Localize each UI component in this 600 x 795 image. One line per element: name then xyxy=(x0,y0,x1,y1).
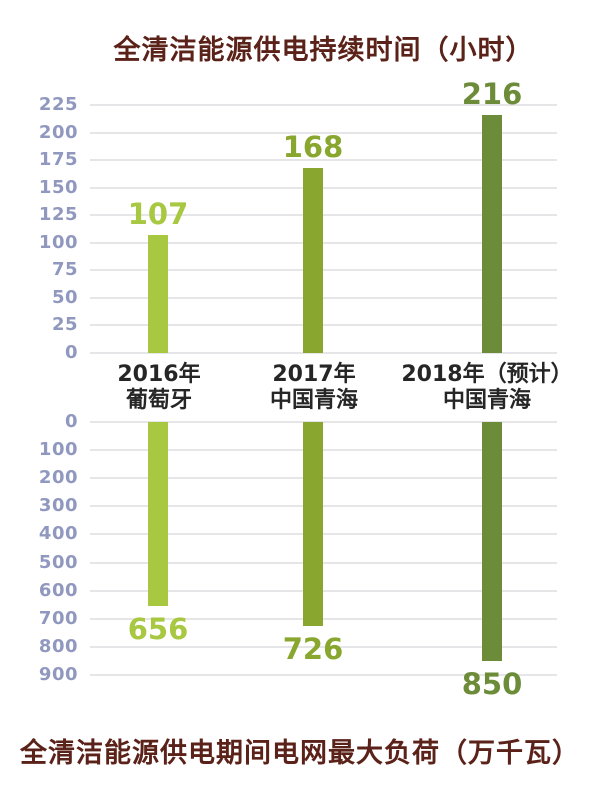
bar xyxy=(303,422,323,627)
gridline xyxy=(90,159,557,162)
bar-value-label: 726 xyxy=(282,632,344,667)
gridline xyxy=(90,352,557,354)
gridline xyxy=(90,104,557,106)
y-axis-tick-label: 50 xyxy=(51,286,78,308)
gridline xyxy=(90,477,557,480)
gridline xyxy=(90,186,557,189)
gridline xyxy=(90,674,557,676)
y-axis-tick-label: 500 xyxy=(38,551,78,573)
y-axis-tick-label: 125 xyxy=(38,204,78,226)
gridline xyxy=(90,617,557,620)
y-axis-tick-label: 0 xyxy=(64,342,78,363)
gridline xyxy=(90,131,557,134)
bar-value-label: 850 xyxy=(461,666,523,701)
y-axis-tick-label: 75 xyxy=(51,259,78,281)
y-axis-tick-label: 175 xyxy=(38,149,78,171)
y-axis-tick-label: 600 xyxy=(38,579,78,601)
bar xyxy=(482,114,502,353)
gridline xyxy=(90,561,557,564)
bar-value-label: 107 xyxy=(127,197,189,232)
bar xyxy=(482,422,502,661)
bar xyxy=(303,167,323,353)
gridline xyxy=(90,589,557,592)
y-axis-tick-label: 800 xyxy=(38,635,78,657)
gridline xyxy=(90,449,557,452)
gridline xyxy=(90,324,557,327)
category-label: 2018年（预计） 中国青海 xyxy=(401,362,573,413)
gridline xyxy=(90,241,557,244)
y-axis-tick-label: 300 xyxy=(38,495,78,517)
bar-value-label: 216 xyxy=(461,76,523,111)
bar xyxy=(148,422,168,607)
y-axis-tick-label: 150 xyxy=(38,176,78,198)
bar-value-label: 656 xyxy=(127,612,189,647)
gridline xyxy=(90,214,557,217)
gridline xyxy=(90,645,557,648)
bar xyxy=(148,235,168,353)
gridline xyxy=(90,269,557,272)
category-label: 2016年 葡萄牙 xyxy=(117,362,201,413)
bar-value-label: 168 xyxy=(282,129,344,164)
gridline xyxy=(90,533,557,536)
y-axis-tick-label: 400 xyxy=(38,523,78,545)
top-chart-title: 全清洁能源供电持续时间（小时） xyxy=(113,35,534,66)
y-axis-tick-label: 25 xyxy=(51,314,78,336)
y-axis-tick-label: 200 xyxy=(38,121,78,143)
gridline xyxy=(90,296,557,299)
y-axis-tick-label: 200 xyxy=(38,467,78,489)
category-label: 2017年 中国青海 xyxy=(269,362,358,413)
gridline xyxy=(90,505,557,508)
gridline xyxy=(90,421,557,423)
y-axis-tick-label: 700 xyxy=(38,607,78,629)
bottom-chart-title: 全清洁能源供电期间电网最大负荷（万千瓦） xyxy=(20,738,580,769)
y-axis-tick-label: 0 xyxy=(64,411,78,432)
y-axis-tick-label: 900 xyxy=(38,664,78,685)
y-axis-tick-label: 225 xyxy=(38,94,78,115)
y-axis-tick-label: 100 xyxy=(38,231,78,253)
y-axis-tick-label: 100 xyxy=(38,439,78,461)
